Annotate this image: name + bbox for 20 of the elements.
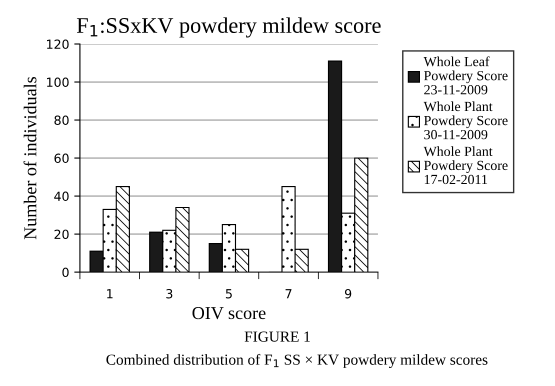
legend-label: Whole Plant Powdery Score 17-02-2011 xyxy=(424,146,508,184)
y-tick-label: 120 xyxy=(47,39,69,49)
x-tick-label: 3 xyxy=(166,289,172,298)
y-tick-label: 40 xyxy=(54,192,69,202)
y-tick-label: 20 xyxy=(54,230,69,240)
x-tick-label: 7 xyxy=(286,289,292,298)
y-tick-label: 100 xyxy=(47,77,69,87)
x-axis-title: OIV score xyxy=(192,307,266,320)
caption: FIGURE 1 xyxy=(244,331,310,342)
text: Combined distribution of F$_{1}$ SS × KV powdery mildew scores xyxy=(106,354,488,368)
x-tick-label: 9 xyxy=(344,289,352,298)
y-tick-label: 0 xyxy=(62,268,69,278)
y-tick-label: 80 xyxy=(54,116,69,125)
x-tick-label: 1 xyxy=(107,289,113,298)
x-tick-label: 5 xyxy=(226,289,232,298)
legend-label: Whole Plant Powdery Score 30-11-2009 xyxy=(424,101,508,140)
y-tick-label: 60 xyxy=(54,154,69,163)
chart-title: F$_{1}$:SSxKV powdery mildew score xyxy=(76,17,381,38)
legend-label: Whole Leaf Powdery Score 23-11-2009 xyxy=(424,56,508,94)
y-axis-title: Number of individuals xyxy=(24,76,36,240)
